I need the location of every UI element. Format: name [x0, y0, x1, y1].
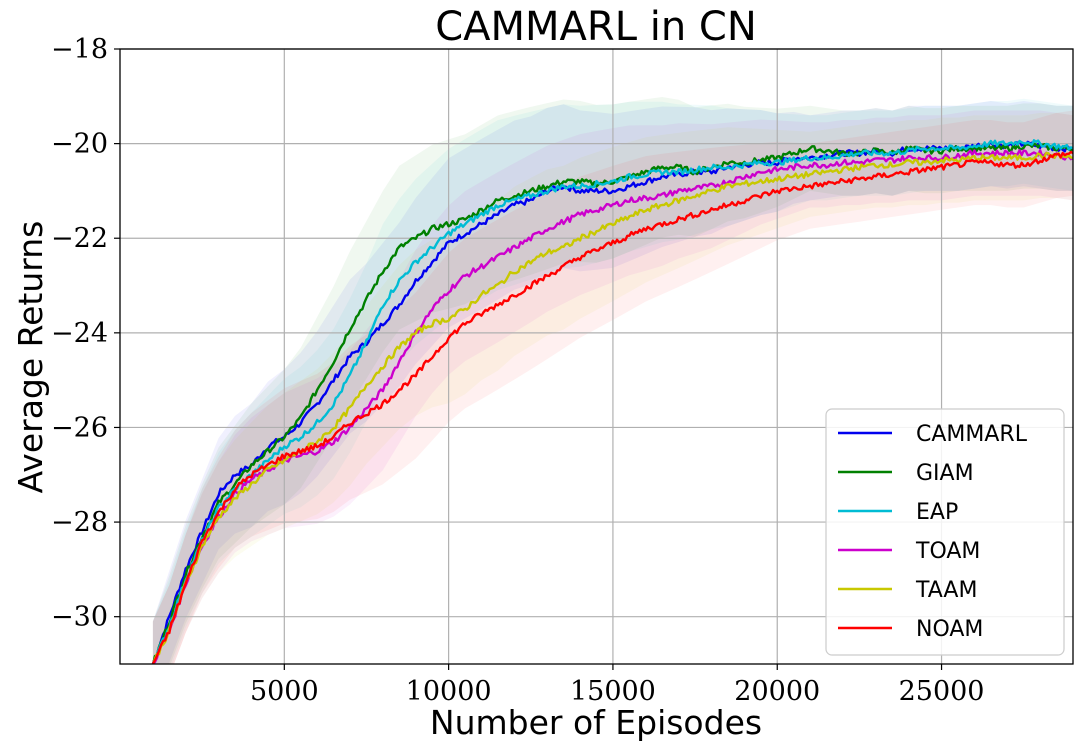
- x-tick-label: 15000: [570, 676, 656, 707]
- legend-label-giam: GIAM: [916, 461, 974, 486]
- plot-frame: [119, 48, 1074, 665]
- y-tick-label: −26: [51, 412, 108, 443]
- band-eap: [152, 98, 1073, 664]
- x-tick-label: 5000: [250, 676, 319, 707]
- x-axis-label: Number of Episodes: [430, 703, 762, 742]
- legend-label-cammarl: CAMMARL: [916, 422, 1028, 447]
- series-line-noam: [151, 150, 1073, 664]
- x-tick-label: 20000: [734, 676, 820, 707]
- x-tick-label: 25000: [899, 676, 985, 707]
- y-axis-ticks: −30 −28 −26 −24 −22 −20 −18: [51, 34, 120, 633]
- legend-box: [825, 408, 1065, 656]
- legend-label-eap: EAP: [916, 500, 958, 525]
- legend-label-taam: TAAM: [915, 578, 977, 603]
- y-tick-label: −30: [51, 602, 108, 633]
- y-tick-label: −18: [51, 34, 108, 65]
- y-tick-label: −20: [51, 129, 108, 160]
- series-line-toam: [152, 149, 1073, 664]
- legend-label-noam: NOAM: [916, 617, 983, 642]
- y-tick-label: −28: [51, 507, 108, 538]
- chart-title: CAMMARL in CN: [435, 4, 757, 50]
- y-axis-label: Average Returns: [11, 221, 50, 494]
- legend-label-toam: TOAM: [915, 539, 980, 564]
- x-tick-label: 10000: [406, 676, 492, 707]
- y-tick-label: −24: [51, 318, 108, 349]
- legend: CAMMARL GIAM EAP TOAM TAAM NOAM: [825, 408, 1065, 656]
- series-line-eap: [151, 139, 1073, 664]
- x-axis-ticks: 5000 10000 15000 20000 25000: [250, 664, 985, 707]
- y-tick-label: −22: [51, 223, 108, 254]
- series-lines: [151, 139, 1073, 664]
